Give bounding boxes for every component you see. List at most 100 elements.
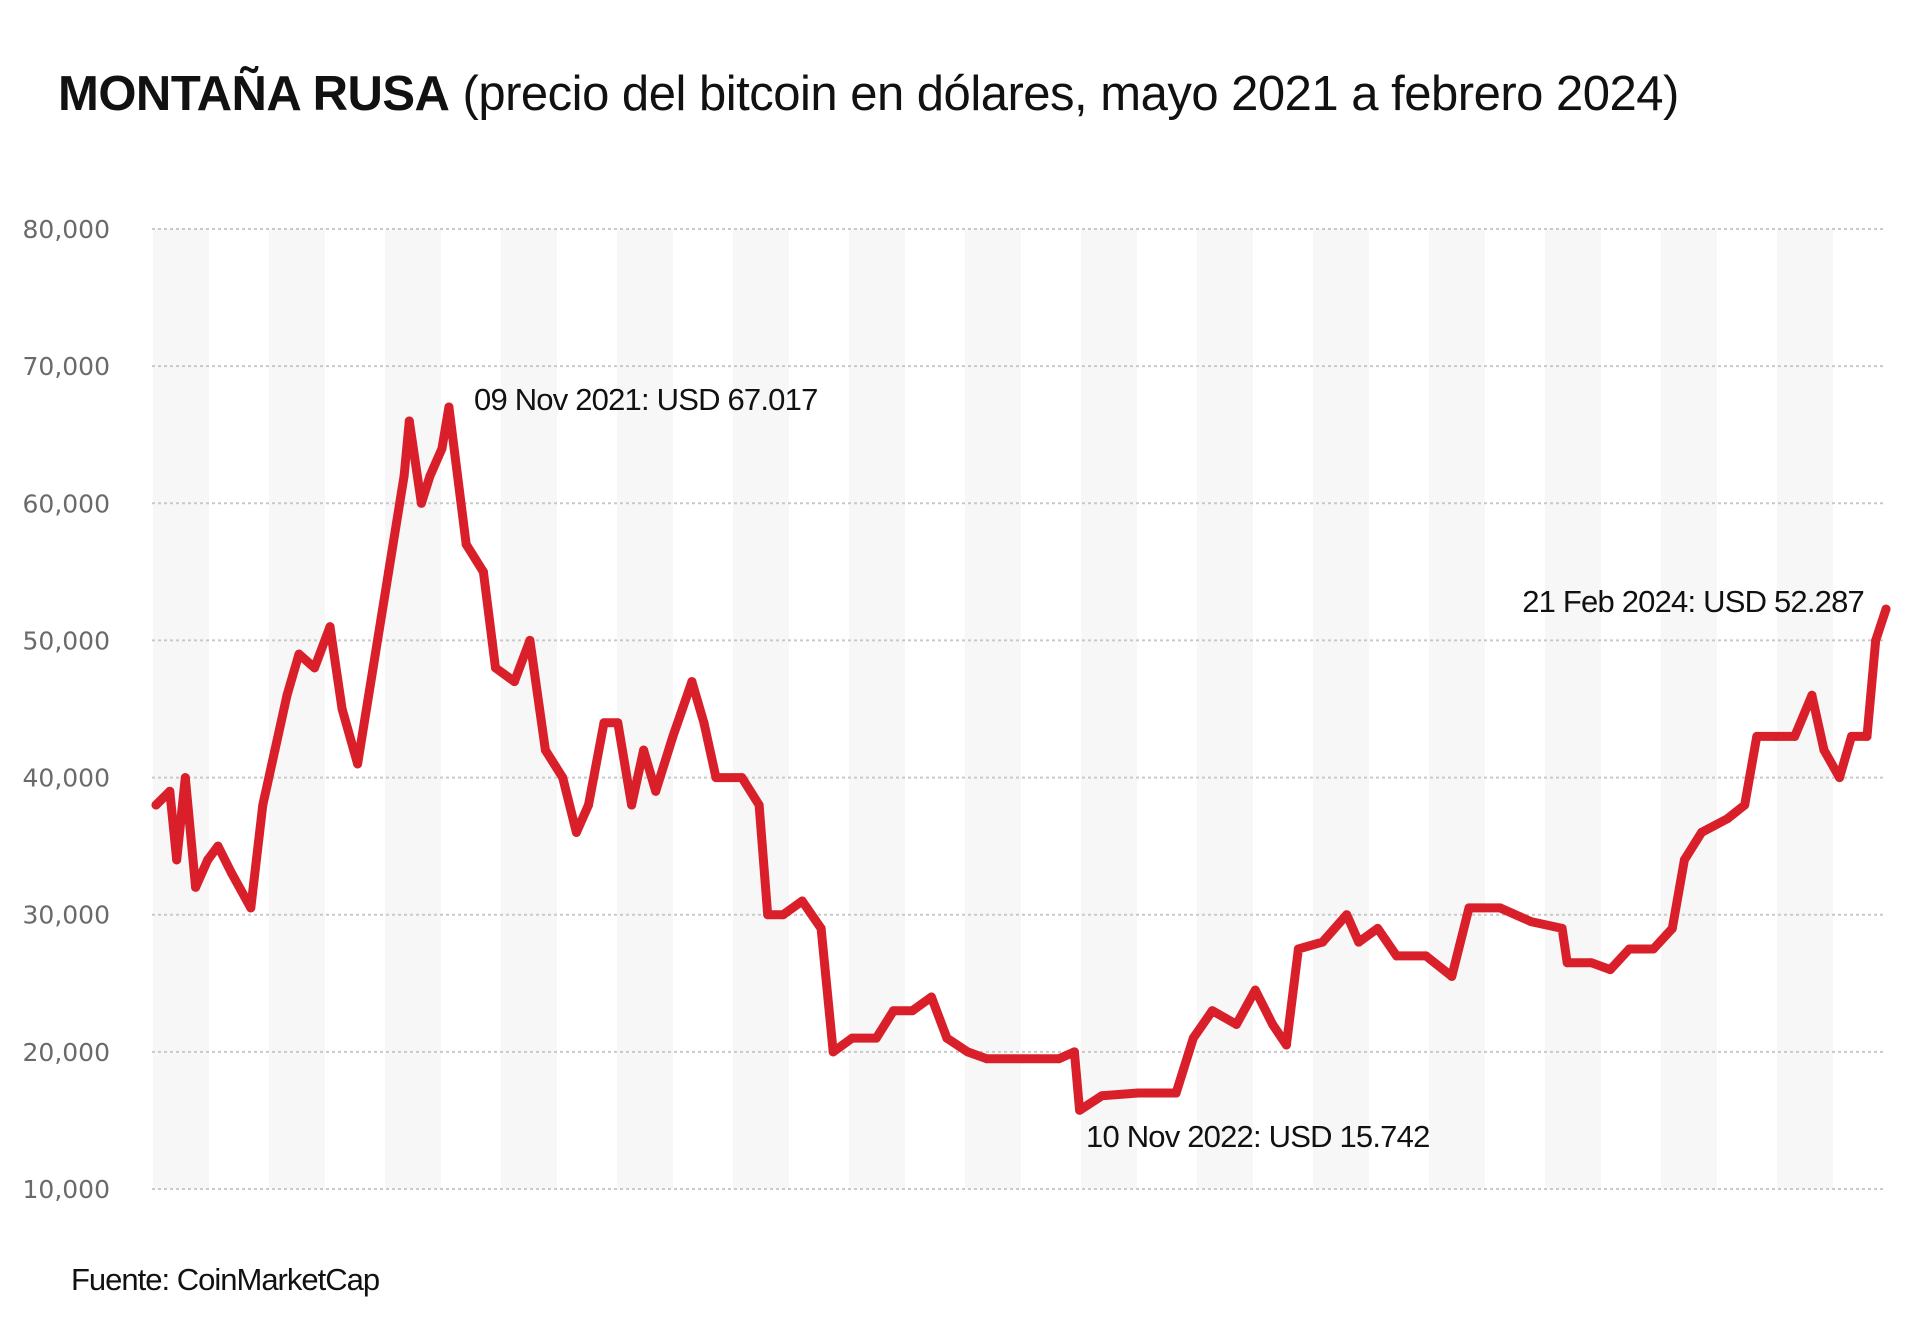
data-point — [1557, 923, 1567, 933]
background-band — [501, 229, 557, 1189]
background-band — [733, 229, 789, 1189]
y-tick-label: 40,000 — [23, 764, 110, 793]
data-point — [1722, 814, 1732, 824]
data-point — [1495, 903, 1505, 913]
data-point — [180, 773, 190, 783]
data-point — [1586, 958, 1596, 968]
data-point — [687, 677, 697, 687]
data-point — [816, 923, 826, 933]
data-point — [1605, 965, 1615, 975]
data-point — [151, 800, 161, 810]
data-point — [509, 677, 519, 687]
y-tick-label: 50,000 — [23, 626, 110, 655]
background-band — [617, 229, 673, 1189]
data-point — [1207, 1006, 1217, 1016]
data-point — [1018, 1054, 1028, 1064]
data-point — [404, 416, 414, 426]
data-point — [584, 800, 593, 810]
data-point — [828, 1047, 838, 1057]
data-point — [525, 635, 535, 645]
data-point — [1342, 910, 1352, 920]
data-point — [399, 471, 409, 481]
data-point — [258, 800, 268, 810]
data-point — [651, 786, 661, 796]
data-point — [325, 622, 335, 632]
data-point — [165, 786, 175, 796]
data-point — [571, 827, 581, 837]
background-band — [1429, 229, 1485, 1189]
data-point — [1188, 1033, 1198, 1043]
data-point — [1740, 800, 1750, 810]
data-point — [1790, 731, 1800, 741]
data-point — [1354, 937, 1364, 947]
y-tick-label: 30,000 — [23, 901, 110, 930]
data-point — [384, 567, 394, 577]
data-point — [699, 718, 709, 728]
data-point — [737, 773, 747, 783]
data-point — [1871, 635, 1881, 645]
chart-subtitle: (precio del bitcoin en dólares, mayo 202… — [462, 67, 1680, 121]
data-point — [926, 992, 936, 1002]
annotation-low: 10 Nov 2022: USD 15.742 — [1086, 1119, 1430, 1154]
background-band — [269, 229, 325, 1189]
data-point — [1293, 944, 1303, 954]
data-point — [778, 910, 788, 920]
data-point — [1097, 1091, 1107, 1101]
background-band — [1661, 229, 1717, 1189]
data-point — [213, 841, 223, 851]
data-point — [270, 745, 280, 755]
data-point — [599, 718, 609, 728]
y-axis-ticks: 10,000 20,000 30,000 40,000 50,000 60,000 70,0… — [23, 215, 110, 1204]
chart-title-main: MONTAÑA RUSA — [58, 67, 450, 121]
data-point — [1054, 1054, 1064, 1064]
data-point — [437, 443, 447, 453]
data-point — [1679, 855, 1689, 865]
data-point — [294, 649, 304, 659]
data-point — [1421, 951, 1431, 961]
source-note: Fuente: CoinMarketCap — [71, 1262, 380, 1297]
data-point — [1281, 1040, 1291, 1050]
data-point — [1069, 1047, 1079, 1057]
data-point — [353, 759, 363, 769]
data-point — [310, 663, 320, 673]
data-point — [1771, 731, 1781, 741]
background-band — [1081, 229, 1137, 1189]
data-point — [1250, 985, 1260, 995]
data-point — [1075, 1105, 1085, 1115]
background-band — [385, 229, 441, 1189]
data-point — [1464, 903, 1474, 913]
annotation-peak: 09 Nov 2021: USD 67.017 — [474, 382, 818, 417]
data-point — [763, 910, 773, 920]
gridlines — [152, 228, 1886, 1190]
data-point — [1862, 731, 1872, 741]
data-point — [668, 731, 678, 741]
data-point — [444, 402, 454, 412]
data-point — [425, 471, 435, 481]
y-tick-label: 20,000 — [23, 1038, 110, 1067]
data-point — [1318, 937, 1328, 947]
y-tick-label: 80,000 — [23, 215, 110, 244]
data-point — [1624, 944, 1634, 954]
annotation-latest: 21 Feb 2024: USD 52.287 — [1522, 584, 1864, 619]
data-point — [1752, 731, 1762, 741]
data-point — [1648, 944, 1658, 954]
data-point — [368, 663, 378, 673]
data-point — [490, 663, 500, 673]
data-points — [151, 402, 1891, 1115]
data-point — [540, 745, 550, 755]
background-bands — [153, 229, 1833, 1189]
data-point — [1819, 745, 1829, 755]
chart-title: MONTAÑA RUSA (precio del bitcoin en dóla… — [58, 66, 1679, 122]
data-point — [982, 1054, 992, 1064]
data-point — [1697, 827, 1707, 837]
background-band — [1313, 229, 1369, 1189]
data-point — [416, 498, 426, 508]
data-point — [847, 1033, 857, 1043]
data-point — [191, 882, 201, 892]
y-tick-label: 60,000 — [23, 489, 110, 518]
data-point — [1562, 958, 1572, 968]
data-point — [711, 773, 721, 783]
data-point — [1447, 971, 1457, 981]
data-point — [797, 896, 807, 906]
